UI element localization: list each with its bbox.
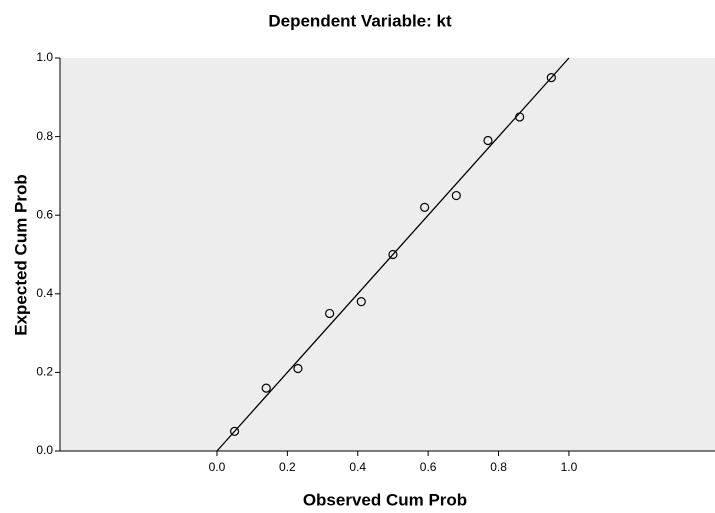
plot-area bbox=[60, 58, 715, 451]
point bbox=[420, 202, 430, 212]
x-tick-label: 0.4 bbox=[349, 460, 366, 474]
y-tick-label: 0.8 bbox=[36, 129, 53, 143]
x-axis-label: Observed Cum Prob bbox=[303, 490, 467, 509]
point bbox=[293, 363, 303, 374]
point bbox=[325, 308, 335, 319]
x-tick-label: 0.0 bbox=[209, 460, 226, 474]
point bbox=[261, 383, 271, 393]
y-tick-label: 0.0 bbox=[36, 443, 53, 457]
x-tick-label: 0.2 bbox=[279, 460, 296, 474]
point bbox=[483, 135, 493, 146]
chart-title: Dependent Variable: kt bbox=[268, 11, 452, 30]
reference-line bbox=[216, 57, 570, 452]
y-tick-label: 0.4 bbox=[36, 286, 53, 300]
x-tick-label: 1.0 bbox=[561, 460, 578, 474]
y-axis-label: Expected Cum Prob bbox=[11, 174, 30, 336]
y-tick-label: 0.2 bbox=[36, 365, 53, 379]
point bbox=[356, 297, 366, 307]
x-tick-label: 0.6 bbox=[420, 460, 437, 474]
point bbox=[229, 426, 240, 436]
x-tick-label: 0.8 bbox=[490, 460, 507, 474]
y-tick-label: 1.0 bbox=[36, 50, 53, 64]
y-tick-label: 0.6 bbox=[36, 207, 53, 221]
point bbox=[546, 73, 556, 83]
point bbox=[515, 112, 525, 122]
point bbox=[451, 190, 461, 201]
point bbox=[388, 249, 398, 260]
